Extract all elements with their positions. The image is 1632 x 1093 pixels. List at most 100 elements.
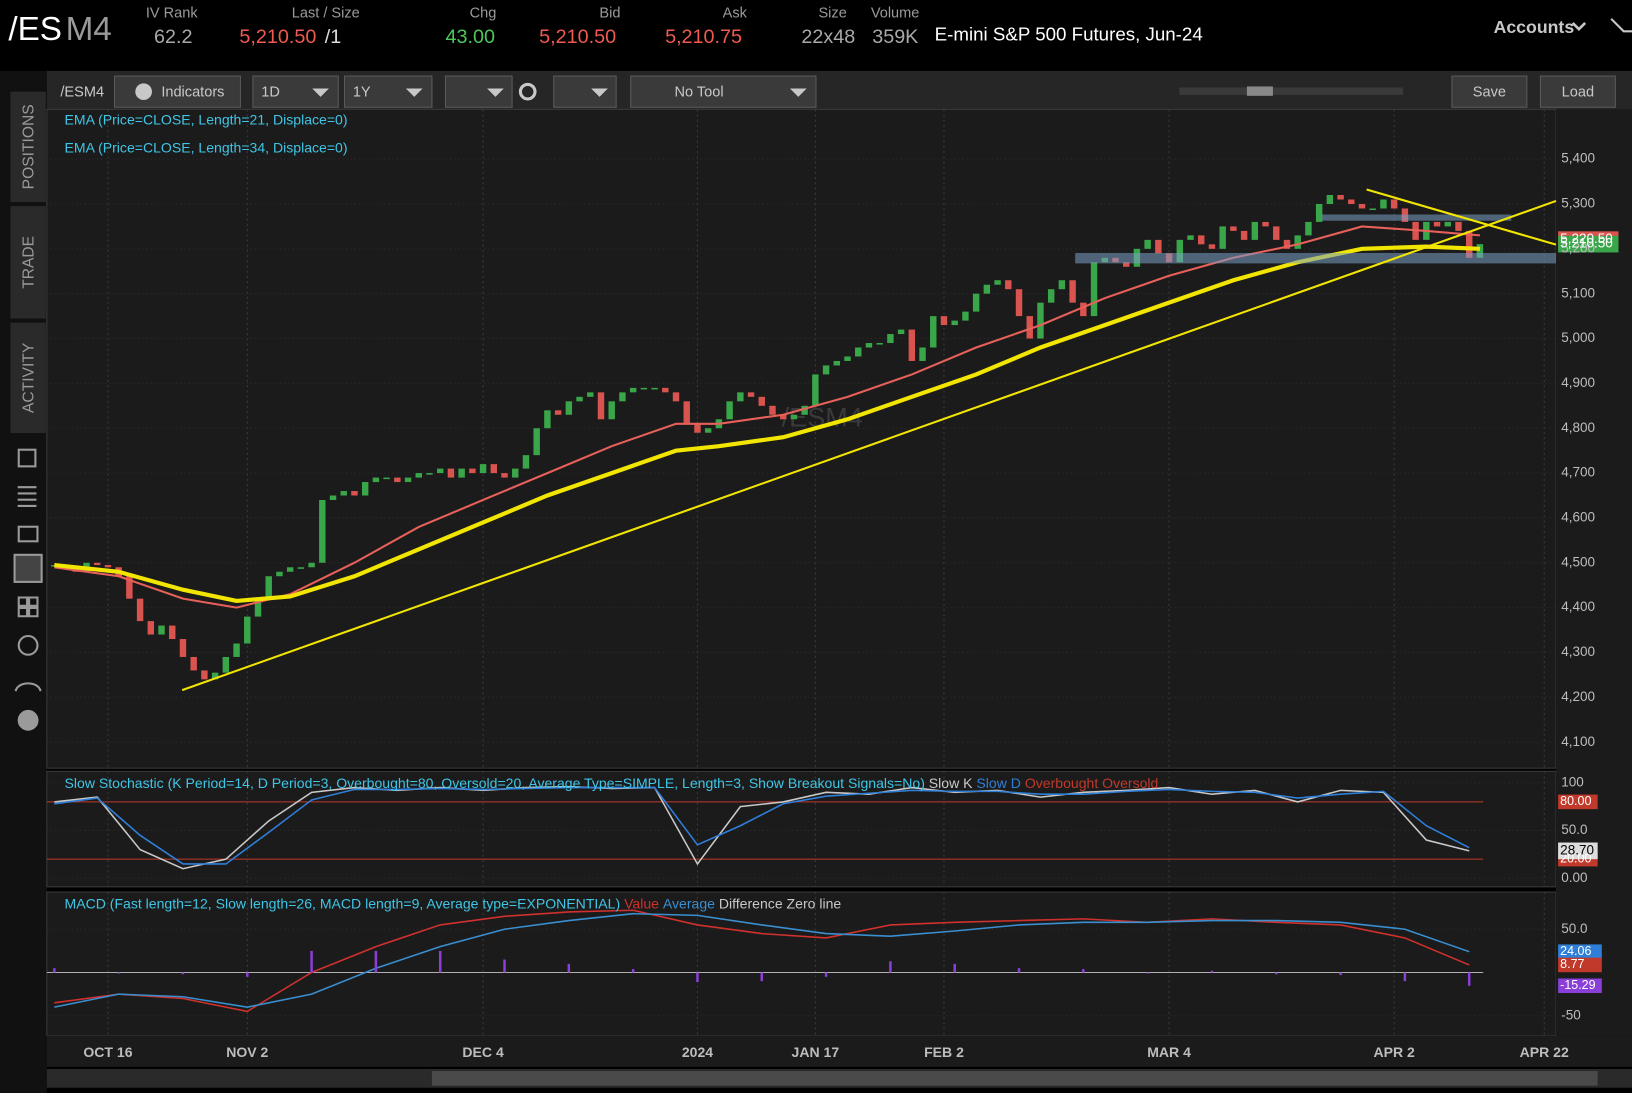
histogram-bar [246, 972, 249, 977]
candle-down [136, 598, 144, 622]
candle-up [544, 410, 551, 429]
candle-down [1465, 230, 1473, 258]
tab-trade[interactable] [10, 206, 46, 319]
settings[interactable] [518, 82, 537, 101]
candle-down [769, 405, 776, 415]
legend-item: Zero line [787, 895, 842, 911]
last-tag-label: 8.77 [1560, 957, 1584, 971]
load-button[interactable] [1539, 75, 1616, 108]
icon[interactable] [14, 682, 42, 692]
legend-item: Oversold [1102, 775, 1158, 791]
field-value: 359K [872, 26, 918, 48]
candle-up [383, 477, 390, 480]
candle-down [1208, 244, 1216, 249]
legend-item: Slow K [929, 775, 973, 791]
save-button[interactable] [1451, 75, 1528, 108]
side-icons [13, 448, 43, 731]
candle-up [222, 656, 230, 673]
y-tick-label: 5,100 [1561, 285, 1595, 300]
drawing-tools[interactable] [553, 75, 617, 108]
plot-layer: /ESM4 [46, 109, 1619, 1036]
legend-item: Slow Stochastic (K Period=14, D Period=3… [65, 775, 925, 791]
collapse-icon[interactable] [1610, 18, 1632, 33]
histogram-bar [374, 950, 378, 973]
candle-up [372, 477, 380, 483]
candle-down [597, 392, 605, 420]
icon[interactable] [17, 486, 37, 507]
candle-up [1219, 226, 1226, 249]
tab-activity[interactable] [10, 322, 46, 434]
candle-up [404, 477, 412, 483]
histogram-bar [1403, 972, 1407, 982]
symbol: /ES [8, 11, 62, 48]
candle-down [662, 387, 669, 393]
y-tick-label: 50.0 [1561, 921, 1587, 936]
x-tick-label: FEB 2 [924, 1044, 964, 1060]
label-layer: IV Rank 62.2 Last / Size 5,210.50/1 Chg 43.00… [65, 5, 1613, 1060]
candle-up [254, 598, 262, 617]
scroll-thumb[interactable] [431, 1071, 1598, 1086]
zoom-thumb[interactable] [1246, 86, 1273, 96]
candle-down [147, 621, 155, 635]
candle-down [940, 316, 948, 326]
price-panel [46, 108, 1557, 769]
icon[interactable] [17, 448, 37, 468]
candle-up [276, 571, 283, 577]
y-tick-label: 5,200 [1561, 240, 1595, 255]
candle-up [1444, 221, 1451, 227]
tab-label: TRADE [20, 236, 37, 289]
y-tick-label: 100 [1561, 774, 1584, 789]
candle-up [983, 284, 991, 294]
candle-down [683, 401, 690, 424]
x-tick-label: DEC 4 [462, 1044, 504, 1060]
candle-up [1251, 221, 1259, 240]
icon[interactable] [17, 709, 39, 731]
candle-up [340, 491, 347, 496]
candle-up [587, 392, 594, 397]
candle-up [319, 499, 326, 563]
tool-select[interactable] [630, 75, 817, 108]
tab-positions[interactable] [10, 91, 46, 202]
candle-up [533, 428, 540, 456]
histogram-bar [1467, 972, 1471, 986]
candle-up [361, 482, 369, 496]
candle-up [522, 455, 530, 469]
candle-down [672, 392, 680, 402]
candle-up [286, 567, 294, 572]
icon-active[interactable] [13, 553, 43, 583]
candle-down [554, 410, 562, 415]
candle-down [1080, 302, 1087, 317]
button-label: No Tool [674, 85, 723, 101]
candle-up [436, 468, 444, 474]
candle-down [394, 477, 401, 483]
candle-down [1455, 221, 1462, 231]
chart-style[interactable] [444, 75, 513, 108]
candle-down [1262, 221, 1269, 227]
level-tag [1558, 794, 1598, 810]
icon[interactable] [17, 596, 39, 618]
field-label: Last / Size [292, 5, 360, 21]
x-tick-label: 2024 [682, 1044, 713, 1060]
last-tag [1558, 978, 1602, 994]
time-axis [46, 1035, 1632, 1067]
candle-up [297, 567, 305, 569]
field-label: Chg [470, 5, 497, 21]
candle-up [833, 360, 841, 366]
icon[interactable] [17, 634, 39, 656]
x-tick-label: OCT 16 [83, 1044, 132, 1060]
icon[interactable] [17, 525, 39, 543]
zoom-track[interactable] [1179, 87, 1404, 95]
candle-down [447, 468, 455, 478]
candle-down [351, 491, 358, 496]
legend-item: Difference [719, 895, 783, 911]
y-tick-label: 4,600 [1561, 510, 1595, 525]
candle-down [1390, 199, 1398, 209]
candle-down [758, 396, 765, 406]
y-tick-label: 4,100 [1561, 734, 1595, 749]
field-label: Volume [871, 5, 920, 21]
x-tick-label: NOV 2 [226, 1044, 268, 1060]
stochastic-panel [46, 770, 1557, 888]
accounts-caret[interactable] [1571, 22, 1587, 32]
histogram-bar [696, 972, 699, 983]
accounts-menu[interactable]: Accounts [1494, 17, 1575, 37]
